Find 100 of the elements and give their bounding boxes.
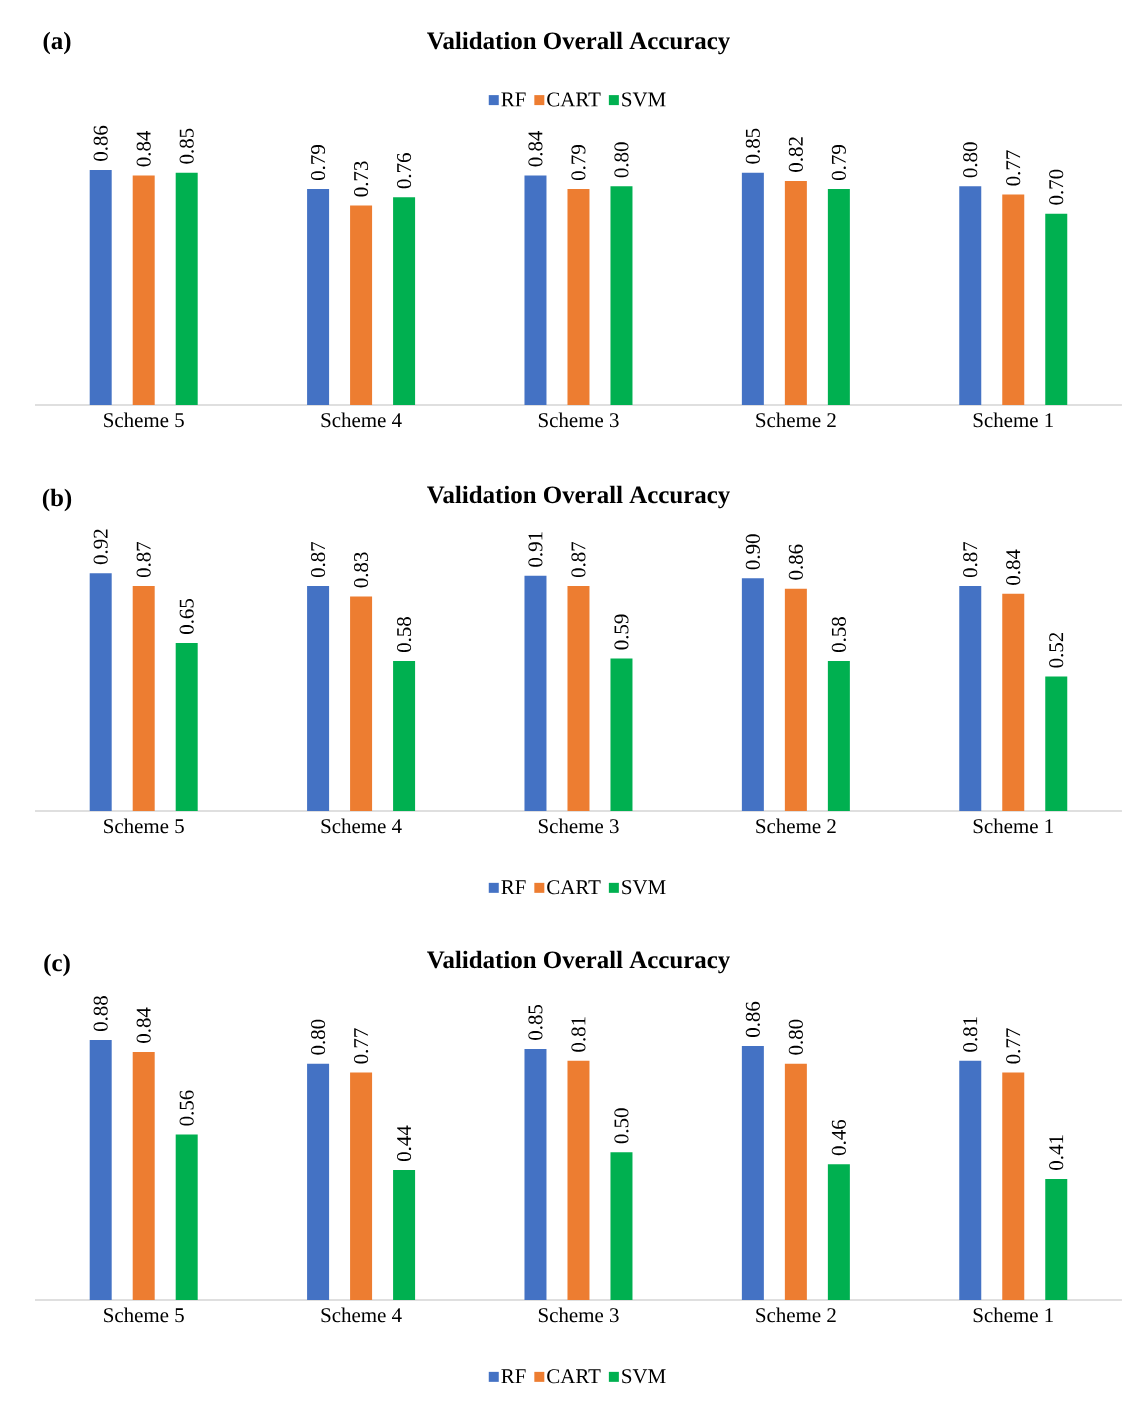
- data-label: 0.80: [963, 142, 978, 178]
- bar: [132, 586, 155, 811]
- bar: [1045, 1178, 1068, 1300]
- x-tick-label: Scheme 4: [321, 412, 402, 428]
- bar: [567, 586, 590, 811]
- data-label: 0.87: [963, 541, 978, 578]
- bar: [827, 661, 850, 811]
- data-label: 0.84: [136, 130, 151, 167]
- data-label: 0.88: [93, 996, 108, 1032]
- legend-label: CART: [547, 92, 601, 107]
- x-tick-label: Scheme 1: [973, 412, 1053, 428]
- bar: [175, 172, 198, 405]
- x-tick-label: Scheme 1: [973, 1307, 1053, 1323]
- data-label: 0.79: [310, 145, 326, 181]
- data-label: 0.52: [1049, 632, 1064, 668]
- bar: [1045, 676, 1068, 811]
- bar: [784, 180, 807, 405]
- data-label: 0.46: [831, 1119, 846, 1156]
- data-label: 0.87: [136, 541, 151, 578]
- bar: [827, 189, 850, 405]
- data-label: 0.81: [963, 1017, 978, 1052]
- data-label: 0.76: [396, 153, 412, 189]
- data-label: 0.77: [1006, 150, 1021, 186]
- bar: [524, 575, 547, 811]
- bar: [89, 1040, 112, 1300]
- x-tick-label: Scheme 4: [321, 1307, 402, 1323]
- bar: [610, 658, 633, 811]
- bar: [567, 1060, 590, 1300]
- bar: [393, 661, 416, 811]
- x-tick-label: Scheme 3: [538, 1307, 619, 1323]
- data-label: 0.77: [353, 1028, 369, 1064]
- chart-title: Validation Overall Accuracy: [427, 485, 730, 509]
- text: (b): [42, 488, 72, 512]
- legend-label: CART: [547, 1369, 601, 1384]
- bar: [393, 197, 416, 405]
- data-label: 0.70: [1049, 169, 1064, 205]
- data-label: 0.44: [396, 1125, 412, 1162]
- bar: [741, 578, 764, 811]
- data-label: 0.79: [831, 145, 846, 181]
- bar: [741, 172, 764, 405]
- bar: [132, 1051, 155, 1300]
- bar: [1002, 593, 1025, 811]
- data-label: 0.86: [788, 544, 803, 580]
- chart-title: Validation Overall Accuracy: [427, 31, 730, 55]
- bar: [959, 186, 982, 405]
- data-label: 0.56: [179, 1090, 194, 1126]
- x-tick-label: Scheme 5: [104, 818, 184, 834]
- data-label: 0.85: [179, 128, 194, 164]
- data-label: 0.87: [571, 541, 586, 578]
- chart-title: Validation Overall Accuracy: [427, 950, 730, 974]
- data-label: 0.86: [745, 1001, 760, 1037]
- data-label: 0.41: [1049, 1135, 1064, 1170]
- data-label: 0.91: [528, 532, 543, 567]
- data-label: 0.84: [528, 130, 543, 167]
- data-label: 0.79: [571, 145, 586, 181]
- text: (c): [44, 953, 70, 977]
- legend-label: SVM: [622, 1369, 666, 1384]
- bar: [175, 642, 198, 811]
- x-tick-label: Scheme 2: [756, 412, 836, 428]
- data-label: 0.92: [93, 529, 108, 565]
- legend-label: RF: [501, 92, 526, 107]
- bar: [350, 205, 373, 405]
- bar: [567, 189, 590, 405]
- bar: [1002, 1072, 1025, 1300]
- data-label: 0.50: [614, 1108, 629, 1144]
- bar: [175, 1134, 198, 1300]
- data-label: 0.90: [745, 534, 760, 570]
- bar: [610, 186, 633, 405]
- data-label: 0.73: [353, 161, 369, 197]
- x-tick-label: Scheme 2: [756, 1307, 836, 1323]
- x-tick-label: Scheme 2: [756, 818, 836, 834]
- bar: [1002, 194, 1025, 405]
- data-label: 0.85: [528, 1004, 543, 1040]
- data-label: 0.84: [1006, 549, 1021, 585]
- x-tick-label: Scheme 1: [973, 818, 1053, 834]
- data-label: 0.80: [788, 1019, 803, 1055]
- bar: [784, 588, 807, 811]
- legend-label: RF: [501, 880, 526, 894]
- legend-label: RF: [501, 1369, 526, 1383]
- bar: [610, 1152, 633, 1300]
- data-label: 0.86: [93, 125, 108, 161]
- data-label: 0.83: [353, 552, 369, 588]
- x-tick-label: Scheme 3: [538, 818, 619, 834]
- bar: [959, 1060, 982, 1300]
- bar: [89, 573, 112, 811]
- bar: [307, 1063, 330, 1300]
- bar: [350, 1072, 373, 1300]
- bar: [524, 175, 547, 405]
- bar: [827, 1164, 850, 1300]
- data-label: 0.85: [745, 128, 760, 164]
- bar: [89, 169, 112, 405]
- bar: [307, 189, 330, 405]
- bar: [524, 1048, 547, 1300]
- data-label: 0.84: [136, 1007, 151, 1043]
- data-label: 0.82: [788, 137, 803, 172]
- data-label: 0.58: [831, 617, 846, 653]
- data-label: 0.81: [571, 1017, 586, 1052]
- bar: [393, 1170, 416, 1300]
- data-label: 0.65: [179, 598, 194, 634]
- data-label: 0.77: [1006, 1028, 1021, 1064]
